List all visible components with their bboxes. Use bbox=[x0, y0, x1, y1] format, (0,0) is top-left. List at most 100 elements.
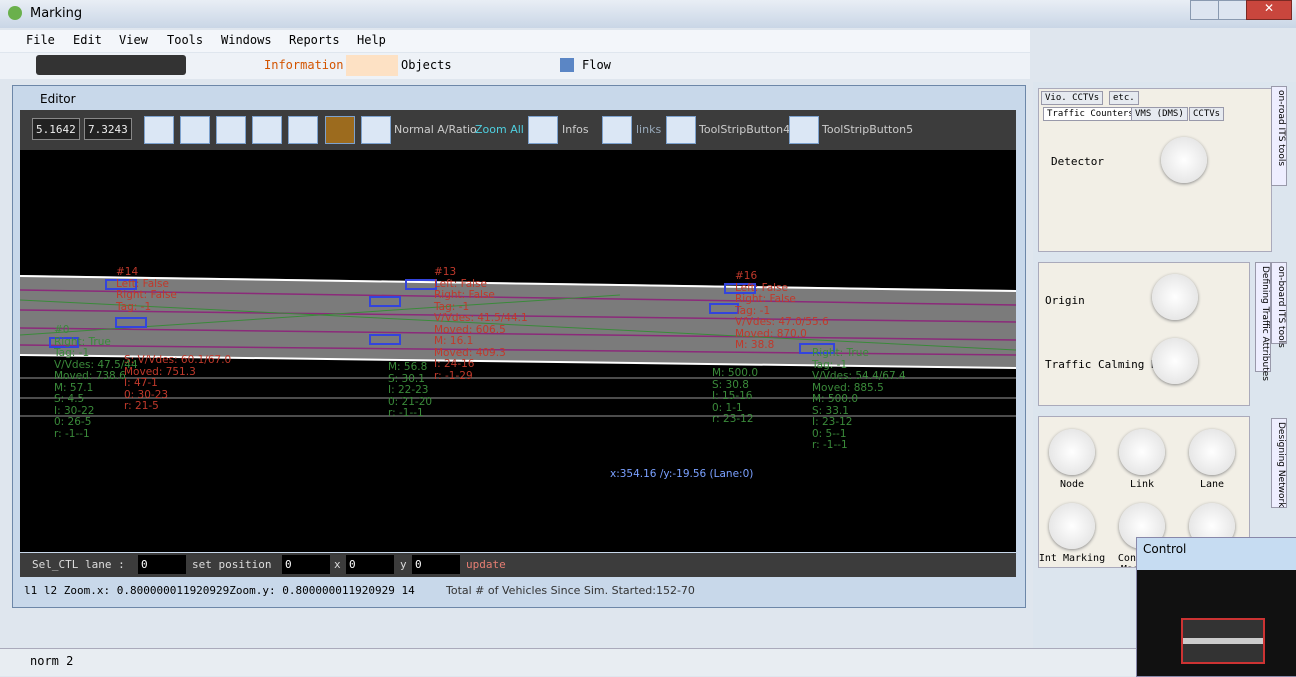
tab[interactable]: Traffic Counters bbox=[1043, 107, 1138, 121]
tab[interactable]: etc. bbox=[1109, 91, 1139, 105]
panel-its: Vio. CCTVs etc. Traffic Counters VMS (DMS) C… bbox=[1038, 88, 1272, 252]
canvas-label: Tag: -1 bbox=[54, 347, 90, 359]
tool-button[interactable] bbox=[789, 116, 819, 144]
icon[interactable] bbox=[1152, 338, 1198, 384]
tool-label[interactable]: ToolStripButton5 bbox=[822, 123, 914, 136]
menu-item[interactable]: Tools bbox=[167, 33, 204, 47]
item-caption: Link bbox=[1129, 479, 1155, 490]
tab[interactable]: VMS (DMS) bbox=[1131, 107, 1188, 121]
control-xval[interactable]: 0 bbox=[346, 555, 394, 574]
canvas-label: V/Vdes: 54.4/67.4 bbox=[812, 370, 906, 382]
side-tab[interactable]: on-road ITS tools bbox=[1271, 86, 1287, 186]
tool-label[interactable]: ToolStripButton4 bbox=[699, 123, 791, 136]
coord-field: 7.3243 bbox=[84, 118, 132, 140]
tool-button[interactable] bbox=[666, 116, 696, 144]
control-lane[interactable]: 0 bbox=[138, 555, 186, 574]
canvas-label: r: 21-5 bbox=[124, 400, 159, 412]
canvas-label: r: -1--1 bbox=[54, 427, 90, 440]
canvas-label: r: -1--1 bbox=[388, 407, 424, 419]
tool-label[interactable]: Zoom All bbox=[475, 123, 524, 136]
canvas-label: Right: True bbox=[812, 347, 869, 359]
control-pos[interactable]: 0 bbox=[282, 555, 330, 574]
menu-item[interactable]: Reports bbox=[289, 33, 340, 47]
tool-button[interactable] bbox=[252, 116, 282, 144]
canvas-label: Right: False bbox=[116, 289, 177, 301]
canvas-label: 0: 26-5 bbox=[54, 416, 92, 428]
control-update[interactable]: update bbox=[466, 558, 506, 571]
toolbar: Information Objects Flow bbox=[0, 53, 1030, 79]
canvas-label: Tag: -1 bbox=[812, 358, 848, 371]
menu-item[interactable]: Windows bbox=[221, 33, 272, 47]
canvas-label: I: 23-12 bbox=[812, 416, 853, 428]
canvas-label: #0 bbox=[54, 324, 70, 336]
canvas-label: Tag: -1 bbox=[116, 300, 152, 313]
tool-button[interactable] bbox=[602, 116, 632, 144]
tool-button[interactable] bbox=[528, 116, 558, 144]
control-window: Control bbox=[1136, 537, 1296, 677]
tool-label[interactable]: links bbox=[636, 123, 662, 136]
tool-button[interactable] bbox=[361, 116, 391, 144]
tool-information[interactable]: Information bbox=[264, 58, 344, 72]
canvas-label: Left: False bbox=[434, 277, 487, 290]
status-text: norm 2 bbox=[30, 654, 74, 668]
road-view bbox=[20, 275, 1016, 417]
canvas-label: S: 30.8 bbox=[712, 378, 749, 391]
status-zoom: l1 l2 Zoom.x: 0.800000011920929Zoom.y: 0… bbox=[24, 584, 415, 597]
canvas: #14 Left: False Right: False Tag: -1 S: V/Vd… bbox=[20, 150, 1016, 552]
canvas-label: r: -1--1 bbox=[812, 439, 848, 451]
status-bar: norm 2 bbox=[0, 648, 1296, 676]
window-title: Marking bbox=[30, 6, 83, 21]
icon[interactable] bbox=[1189, 429, 1235, 475]
canvas-label: 0: 1-1 bbox=[712, 401, 743, 414]
menu-bar: File Edit View Tools Windows Reports Help bbox=[0, 30, 1030, 52]
side-tab[interactable]: Defining Traffic Attributes bbox=[1255, 262, 1271, 381]
editor-title: Editor bbox=[40, 92, 76, 106]
menu-item[interactable]: View bbox=[119, 33, 148, 47]
icon[interactable] bbox=[1161, 137, 1207, 183]
tool-label[interactable]: Infos bbox=[562, 123, 589, 136]
canvas-label: Moved: 870.0 bbox=[735, 327, 807, 340]
coord-field: 5.1642 bbox=[32, 118, 80, 140]
item-caption: Int Marking bbox=[1038, 553, 1106, 564]
canvas-label: I: 15-16 bbox=[712, 390, 753, 402]
icon[interactable] bbox=[1049, 429, 1095, 475]
canvas-label: M: 500.0 bbox=[812, 393, 858, 405]
canvas-label: Right: True bbox=[54, 335, 111, 348]
menu-item[interactable]: Edit bbox=[73, 33, 102, 47]
item-label: Origin bbox=[1045, 294, 1085, 307]
tool-flow[interactable]: Flow bbox=[582, 58, 611, 72]
tool-button[interactable] bbox=[180, 116, 210, 144]
canvas-label: M: 38.8 bbox=[735, 339, 775, 351]
tool-button[interactable] bbox=[325, 116, 355, 144]
item-caption: Node bbox=[1059, 479, 1085, 490]
canvas-label: S: 33.1 bbox=[812, 404, 849, 417]
side-tab[interactable]: on-board ITS tools bbox=[1271, 262, 1287, 348]
tab[interactable]: CCTVs bbox=[1189, 107, 1225, 121]
cursor-position: x:354.16 /y:-19.56 (Lane:0) bbox=[610, 468, 754, 480]
tool-button[interactable] bbox=[144, 116, 174, 144]
title-bar: Marking ✕ bbox=[0, 0, 1296, 28]
control-yval[interactable]: 0 bbox=[412, 555, 460, 574]
tool-button[interactable] bbox=[216, 116, 246, 144]
canvas-label: S: 4.5 bbox=[54, 393, 85, 405]
menu-item[interactable]: File bbox=[26, 33, 55, 47]
minimize[interactable] bbox=[1190, 0, 1220, 20]
tab[interactable]: Vio. CCTVs bbox=[1041, 91, 1104, 105]
panel-attributes bbox=[1038, 262, 1250, 406]
tool-label[interactable]: Normal A/Ratio bbox=[394, 123, 477, 136]
tool-button[interactable] bbox=[288, 116, 318, 144]
canvas-label: r: -1-29 bbox=[434, 369, 473, 382]
item-label: Detector bbox=[1051, 155, 1104, 168]
tool-objects[interactable]: Objects bbox=[401, 58, 452, 72]
close[interactable]: ✕ bbox=[1246, 0, 1292, 20]
side-tab[interactable]: Designing Network bbox=[1271, 418, 1287, 508]
icon[interactable] bbox=[1049, 503, 1095, 549]
canvas-label: 0: 30-23 bbox=[124, 388, 169, 401]
canvas-label: Right: False bbox=[735, 293, 796, 305]
icon[interactable] bbox=[1152, 274, 1198, 320]
canvas-label: Moved: 409.3 bbox=[434, 346, 506, 359]
maximize[interactable] bbox=[1218, 0, 1248, 20]
menu-item[interactable]: Help bbox=[357, 33, 386, 47]
icon[interactable] bbox=[1119, 429, 1165, 475]
